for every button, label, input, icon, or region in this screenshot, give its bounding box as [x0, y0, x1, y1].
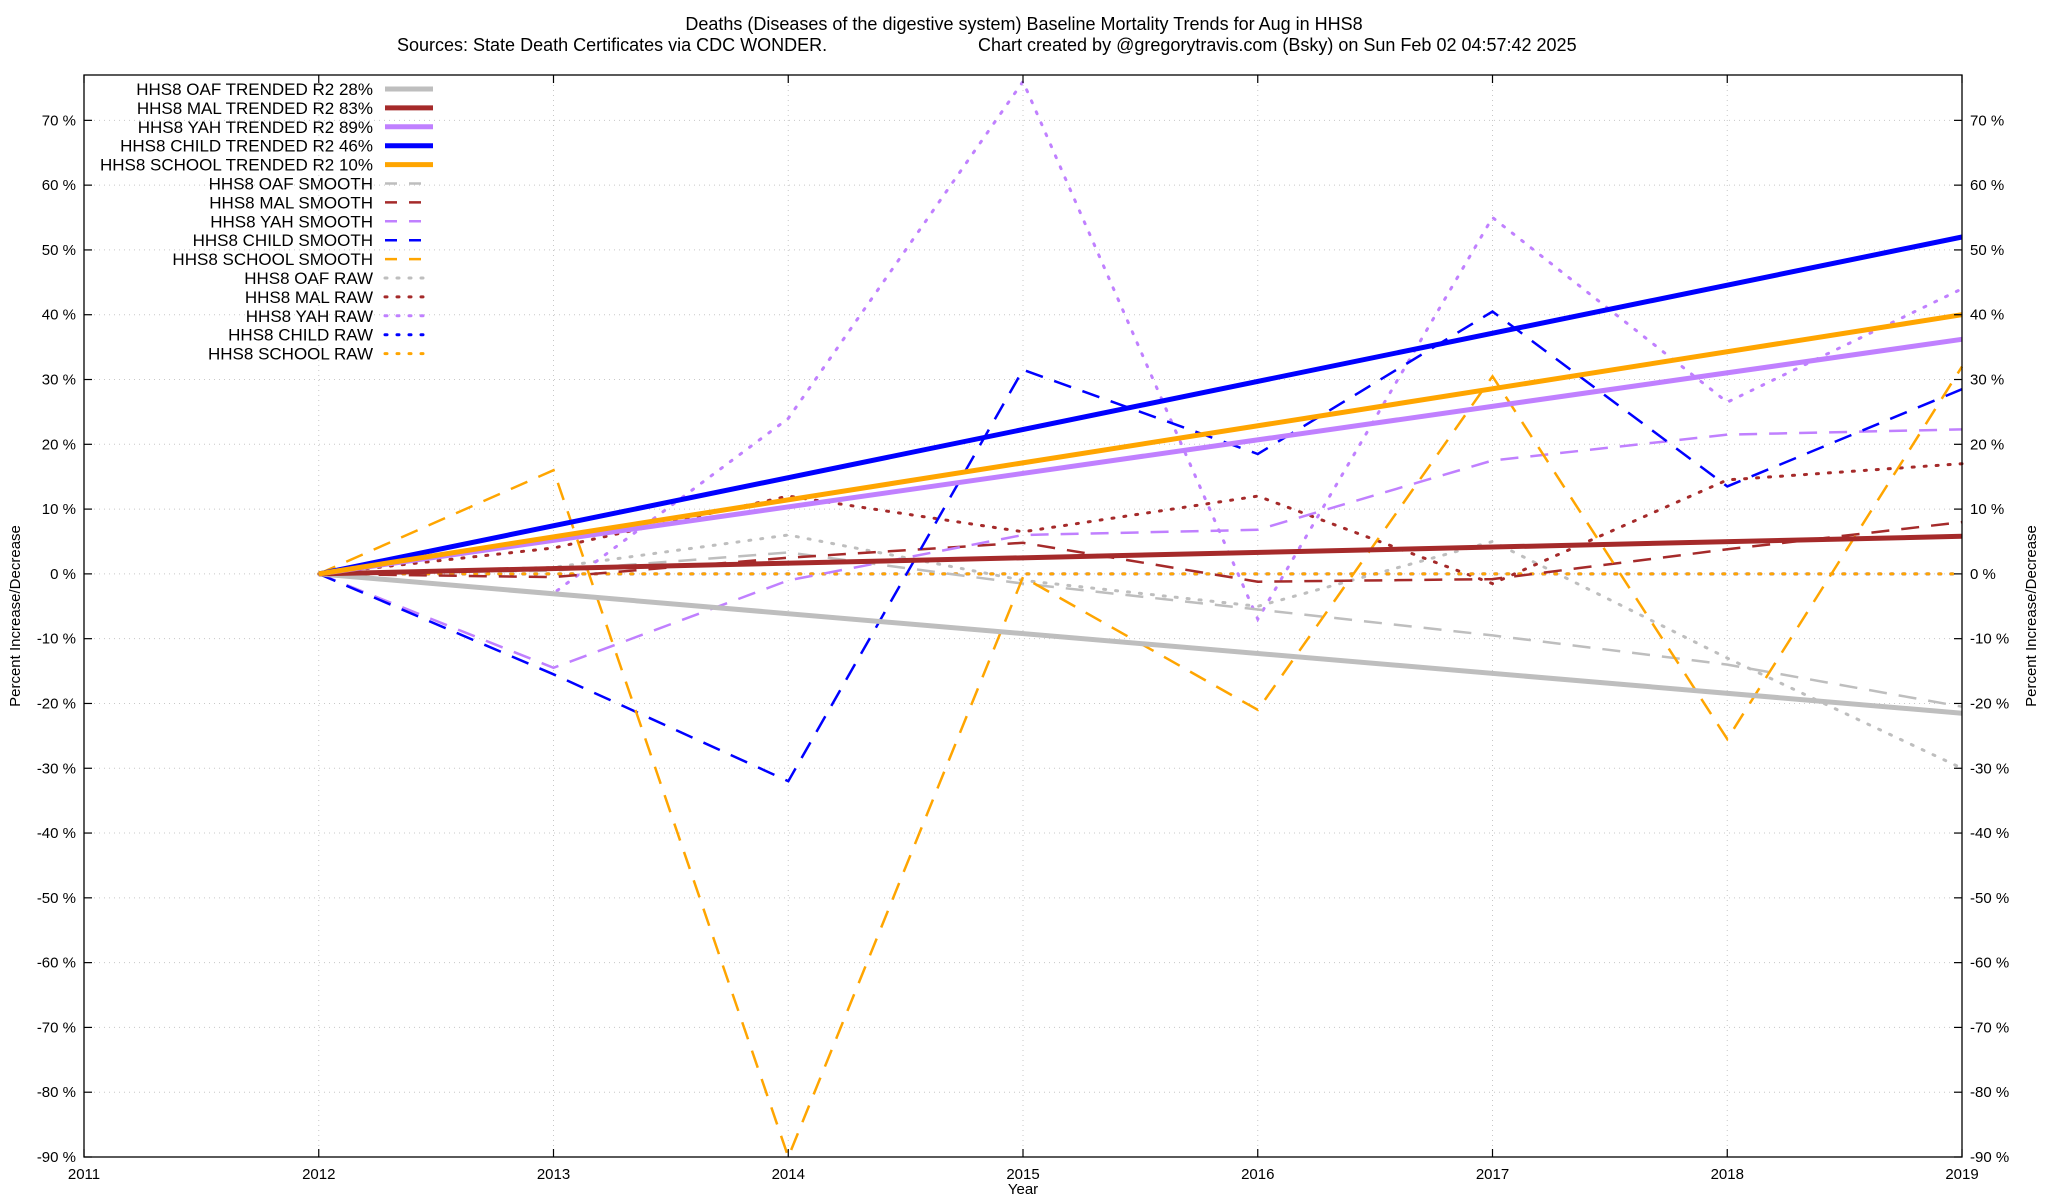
y2-tick-label: 70 % — [1970, 112, 2004, 129]
x-tick-label: 2018 — [1711, 1166, 1744, 1183]
y2-tick-label: 30 % — [1970, 372, 2004, 389]
series-line-8 — [318, 428, 1963, 670]
legend-label: HHS8 CHILD SMOOTH — [193, 231, 373, 250]
x-tick-label: 2017 — [1476, 1166, 1509, 1183]
series-line-10 — [318, 365, 1964, 1161]
legend-label: HHS8 CHILD TRENDED R2 46% — [120, 137, 373, 156]
y2-tick-label: 20 % — [1970, 436, 2004, 453]
y-tick-label: 50 % — [42, 242, 76, 259]
y2-tick-label: -30 % — [1970, 760, 2009, 777]
x-tick-label: 2015 — [1006, 1166, 1039, 1183]
y-tick-label: 40 % — [42, 307, 76, 324]
y2-axis-label: Percent Increase/Decrease — [2023, 525, 2040, 707]
series-line-3 — [318, 336, 1963, 577]
y2-tick-label: -10 % — [1970, 631, 2009, 648]
x-tick-label: 2013 — [537, 1166, 570, 1183]
legend-label: HHS8 OAF RAW — [244, 269, 373, 288]
y-tick-label: 30 % — [42, 372, 76, 389]
series-line-5 — [318, 312, 1963, 577]
legend-label: HHS8 OAF TRENDED R2 28% — [136, 80, 373, 99]
y2-tick-label: -50 % — [1970, 890, 2009, 907]
x-tick-label: 2016 — [1241, 1166, 1274, 1183]
axes: -90 % -90 % -80 % -80 % -70 % -70 % -60 % -60 %… — [37, 75, 2009, 1183]
y2-tick-label: -60 % — [1970, 955, 2009, 972]
series-line-11 — [317, 533, 1964, 770]
x-tick-label: 2019 — [1945, 1166, 1978, 1183]
y-tick-label: -20 % — [37, 695, 76, 712]
legend-label: HHS8 MAL RAW — [245, 288, 373, 307]
legend-label: HHS8 SCHOOL RAW — [208, 345, 373, 364]
series-line-9 — [318, 309, 1963, 783]
series-group — [317, 78, 1964, 1161]
x-tick-label: 2011 — [68, 1166, 100, 1183]
y2-tick-label: -40 % — [1970, 825, 2009, 842]
legend-label: HHS8 YAH SMOOTH — [210, 212, 373, 231]
y-tick-label: -70 % — [37, 1019, 76, 1036]
legend-label: HHS8 YAH TRENDED R2 89% — [138, 118, 373, 137]
y-tick-label: -10 % — [37, 631, 76, 648]
y-tick-label: -50 % — [37, 890, 76, 907]
y2-tick-label: -20 % — [1970, 695, 2009, 712]
y-tick-label: 10 % — [42, 501, 76, 518]
y2-tick-label: 50 % — [1970, 242, 2004, 259]
y-tick-label: 20 % — [42, 436, 76, 453]
y2-tick-label: 40 % — [1970, 307, 2004, 324]
y-tick-label: -80 % — [37, 1084, 76, 1101]
y-tick-label: 60 % — [42, 177, 76, 194]
x-axis-label: Year — [1008, 1181, 1038, 1198]
chart-credit: Chart created by @gregorytravis.com (Bsk… — [978, 35, 1577, 55]
y-tick-label: -40 % — [37, 825, 76, 842]
legend-label: HHS8 OAF SMOOTH — [209, 175, 373, 194]
legend-label: HHS8 SCHOOL TRENDED R2 10% — [100, 156, 373, 175]
chart-title: Deaths (Diseases of the digestive system… — [685, 14, 1362, 34]
y-tick-label: -60 % — [37, 955, 76, 972]
legend-label: HHS8 MAL SMOOTH — [209, 193, 373, 212]
y-tick-label: -90 % — [37, 1149, 76, 1166]
series-line-7 — [318, 520, 1963, 583]
y2-tick-label: -70 % — [1970, 1019, 2009, 1036]
legend-label: HHS8 YAH RAW — [246, 307, 373, 326]
chart-sources: Sources: State Death Certificates via CD… — [397, 35, 827, 55]
series-line-12 — [317, 462, 1964, 586]
y-tick-label: 0 % — [50, 566, 76, 583]
y-tick-label: 70 % — [42, 112, 76, 129]
legend-label: HHS8 CHILD RAW — [228, 326, 373, 345]
series-line-4 — [318, 234, 1963, 577]
x-tick-label: 2014 — [772, 1166, 805, 1183]
legend-label: HHS8 MAL TRENDED R2 83% — [137, 99, 373, 118]
series-line-2 — [318, 533, 1963, 577]
x-tick-label: 2012 — [302, 1166, 335, 1183]
legend: HHS8 OAF TRENDED R2 28%HHS8 MAL TRENDED … — [100, 80, 435, 364]
y2-tick-label: 0 % — [1970, 566, 1996, 583]
y-axis-label: Percent Increase/Decrease — [7, 525, 24, 707]
y2-tick-label: 60 % — [1970, 177, 2004, 194]
y2-tick-label: 10 % — [1970, 501, 2004, 518]
y-tick-label: -30 % — [37, 760, 76, 777]
series-line-1 — [318, 571, 1963, 716]
y2-tick-label: -80 % — [1970, 1084, 2009, 1101]
legend-label: HHS8 SCHOOL SMOOTH — [172, 250, 373, 269]
y2-tick-label: -90 % — [1970, 1149, 2009, 1166]
